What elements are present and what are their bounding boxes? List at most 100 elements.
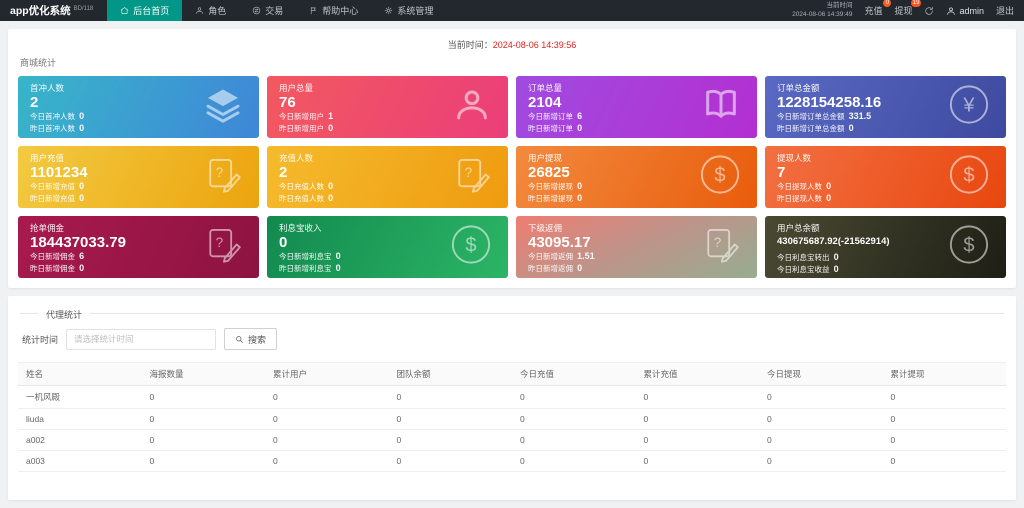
layers-icon xyxy=(203,85,243,130)
nav-withdraw-link[interactable]: 提现 19 xyxy=(894,0,922,17)
navbar-time: 当前时间 2024-08-06 14:39:49 xyxy=(792,2,852,18)
search-button-label: 搜索 xyxy=(248,334,267,345)
svg-text:?: ? xyxy=(216,165,224,180)
table-cell: 0 xyxy=(635,385,759,409)
exchange-icon xyxy=(252,6,261,15)
table-cell: 0 xyxy=(635,429,759,451)
table-cell: 0 xyxy=(882,450,1006,472)
card-subline: 昨日首冲人数 0 xyxy=(30,122,85,133)
svg-text:$: $ xyxy=(714,165,725,187)
agent-table: 姓名 海报数量 累计用户 团队余额 今日充值 累计充值 今日提现 累计提现 一机风殿 0 0 0 0 0… xyxy=(18,362,1006,472)
stat-cards-grid: 首冲人数 2 今日首冲人数 0 昨日首冲人数 0 用户总量 76 今日新增用户 1 昨日新增用… xyxy=(18,76,1006,278)
table-cell: 0 xyxy=(141,408,265,430)
table-cell: a002 xyxy=(18,429,142,451)
card-subline: 今日首冲人数 0 xyxy=(30,111,85,122)
current-time-value: 2024-08-06 14:39:56 xyxy=(492,40,577,50)
navbar-time-value: 2024-08-06 14:39:49 xyxy=(792,10,853,18)
svg-text:$: $ xyxy=(465,235,476,257)
table-header-cell: 累计充值 xyxy=(635,362,759,386)
menu-item-交易[interactable]: 交易 xyxy=(239,0,296,21)
card-value: 26825 xyxy=(528,164,570,181)
current-time-label: 当前时间： xyxy=(447,40,493,50)
card-title: 利息宝收入 xyxy=(279,223,322,233)
stat-card: 订单总量 2104 今日新增订单 6 昨日新增订单 0 xyxy=(516,76,757,138)
main-menu: 后台首页 角色 交易 帮助中心 系统管理 xyxy=(107,0,446,21)
stat-card: 下级返佣 43095.17 今日新增返佣 1.51 昨日新增返佣 0? xyxy=(516,216,757,278)
brand-title: app优化系统 xyxy=(10,5,71,17)
card-title: 用户提现 xyxy=(528,153,563,163)
card-subline: 今日利息宝转出 0 xyxy=(777,251,839,262)
card-value: 0 xyxy=(279,234,288,251)
logout-button[interactable]: 退出 xyxy=(995,6,1014,16)
table-cell: 0 xyxy=(265,429,389,451)
agent-stats-title: 代理统计 xyxy=(38,308,91,321)
table-cell: 0 xyxy=(882,385,1006,409)
yen-icon: ¥ xyxy=(948,84,990,131)
user-icon xyxy=(195,6,204,15)
avatar-icon xyxy=(946,6,956,16)
table-cell: 0 xyxy=(265,450,389,472)
stat-card: 利息宝收入 0 今日新增利息宝 0 昨日新增利息宝 0 $ xyxy=(267,216,508,278)
card-value: 7 xyxy=(777,164,786,181)
menu-item-label: 后台首页 xyxy=(133,6,170,16)
table-cell: 0 xyxy=(265,385,389,409)
table-row: 一机风殿 0 0 0 0 0 0 0 xyxy=(18,385,1006,409)
stat-card: 用户总量 76 今日新增用户 1 昨日新增用户 0 xyxy=(267,76,508,138)
table-cell: 0 xyxy=(759,385,883,409)
menu-item-系统管理[interactable]: 系统管理 xyxy=(371,0,446,21)
card-title: 订单总量 xyxy=(528,83,563,93)
flag-icon xyxy=(309,6,318,15)
table-cell: 0 xyxy=(512,385,636,409)
table-cell: 一机风殿 xyxy=(18,385,142,409)
svg-text:¥: ¥ xyxy=(962,95,975,117)
menu-item-label: 交易 xyxy=(265,6,284,16)
edit-icon: ? xyxy=(203,155,243,200)
card-subline: 今日提现人数 0 xyxy=(777,181,832,192)
card-subline: 今日新增充值 0 xyxy=(30,181,85,192)
refresh-icon[interactable] xyxy=(924,6,934,16)
table-cell: 0 xyxy=(141,385,265,409)
card-subline: 昨日新增佣金 0 xyxy=(30,262,85,273)
nav-recharge-link[interactable]: 充值 0 xyxy=(864,0,892,17)
table-cell: 0 xyxy=(388,408,512,430)
card-value: 1228154258.16 xyxy=(777,94,882,111)
card-value: 2 xyxy=(279,164,288,181)
table-row: liuda 0 0 0 0 0 0 0 xyxy=(18,408,1006,430)
svg-text:?: ? xyxy=(465,165,473,180)
card-title: 充值人数 xyxy=(279,153,314,163)
card-value: 2104 xyxy=(528,94,562,111)
card-subline: 今日新增利息宝 0 xyxy=(279,251,341,262)
agent-stats-panel: 代理统计 统计时间 搜索 姓名海报数量累计用户团队余额今日充值累计充值今日提现累… xyxy=(8,296,1016,500)
svg-text:$: $ xyxy=(963,235,974,257)
card-subline: 昨日新增充值 0 xyxy=(30,192,85,203)
menu-item-帮助中心[interactable]: 帮助中心 xyxy=(296,0,371,21)
search-button[interactable]: 搜索 xyxy=(224,328,278,350)
withdraw-badge: 19 xyxy=(910,0,922,7)
card-value: 2 xyxy=(30,94,39,111)
agent-stats-fieldset: 代理统计 统计时间 搜索 xyxy=(20,308,1004,362)
card-value: 76 xyxy=(279,94,296,111)
svg-text:?: ? xyxy=(714,235,722,250)
table-cell: 0 xyxy=(635,450,759,472)
table-cell: 0 xyxy=(141,429,265,451)
main-content: 当前时间：2024-08-06 14:39:56 商城统计 首冲人数 2 今日首冲人… xyxy=(0,21,1024,508)
stat-card: 充值人数 2 今日充值人数 0 昨日充值人数 0? xyxy=(267,146,508,208)
table-cell: 0 xyxy=(882,429,1006,451)
stat-time-input[interactable] xyxy=(66,328,217,350)
card-value: 184437033.79 xyxy=(30,234,126,251)
menu-item-后台首页[interactable]: 后台首页 xyxy=(107,0,183,21)
table-cell: 0 xyxy=(635,408,759,430)
card-subline: 昨日新增返佣 0 xyxy=(528,262,583,273)
menu-item-角色[interactable]: 角色 xyxy=(182,0,239,21)
nav-withdraw-label: 提现 xyxy=(894,6,913,16)
table-header-cell: 累计用户 xyxy=(265,362,389,386)
card-subline: 昨日新增提现 0 xyxy=(528,192,583,203)
stat-card: 用户总余额 430675687.92(-21562914) 今日利息宝转出 0 今日利… xyxy=(765,216,1006,278)
card-title: 下级返佣 xyxy=(528,223,563,233)
card-subline: 今日利息宝收益 0 xyxy=(777,263,839,274)
table-cell: 0 xyxy=(882,408,1006,430)
user-menu[interactable]: admin xyxy=(946,6,984,16)
card-value: 1101234 xyxy=(30,164,88,181)
card-title: 抢单佣金 xyxy=(30,223,65,233)
card-subline: 今日新增佣金 6 xyxy=(30,251,85,262)
